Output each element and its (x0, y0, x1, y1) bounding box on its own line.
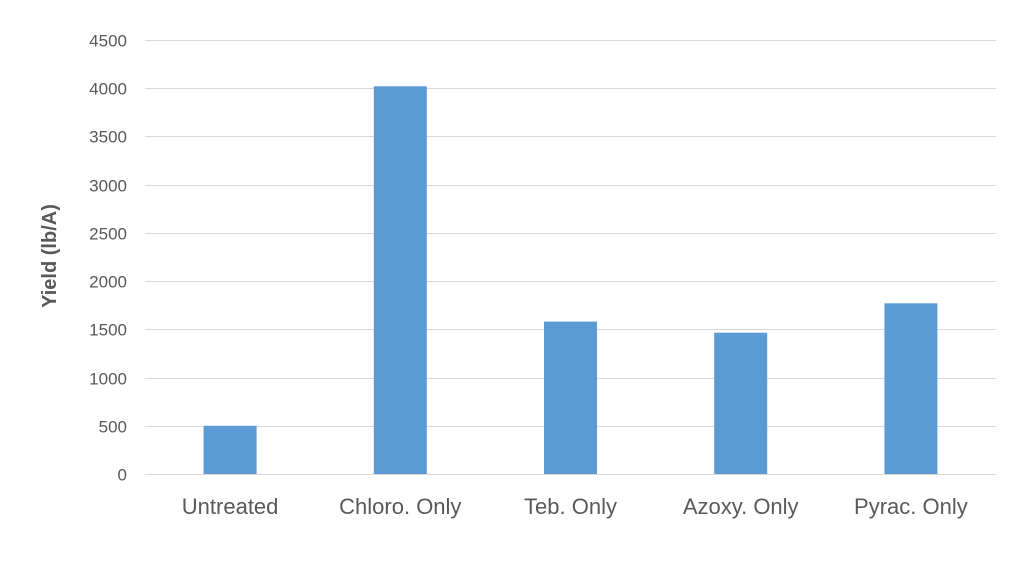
bar-pyrac-only (884, 303, 938, 474)
y-tick-label: 2000 (89, 273, 127, 292)
bar-teb-only (544, 321, 597, 474)
x-tick-label: Pyrac. Only (854, 494, 968, 519)
y-tick-label: 2500 (89, 225, 127, 244)
y-axis-label: Yield (lb/A) (39, 204, 61, 308)
bar-azoxy-only (714, 332, 768, 474)
x-axis-ticks: Untreated Chloro. Only Teb. Only Azoxy. Onl… (182, 494, 968, 519)
x-tick-label: Teb. Only (524, 494, 617, 519)
x-tick-label: Untreated (182, 494, 279, 519)
y-tick-label: 3000 (89, 177, 127, 196)
y-tick-label: 4500 (89, 32, 127, 51)
y-tick-label: 3500 (89, 128, 127, 147)
gridlines (145, 40, 996, 475)
y-tick-label: 1000 (89, 370, 127, 389)
y-tick-label: 4000 (89, 80, 127, 99)
y-axis-ticks: 0 500 1000 1500 2000 2500 3000 3500 4000 4500 (89, 32, 127, 485)
y-tick-label: 1500 (89, 321, 127, 340)
bars (203, 86, 938, 475)
y-tick-label: 0 (118, 466, 127, 485)
bar-chloro-only (373, 86, 427, 475)
x-tick-label: Chloro. Only (339, 494, 461, 519)
bar-untreated (203, 425, 257, 474)
y-tick-label: 500 (99, 418, 127, 437)
x-tick-label: Azoxy. Only (683, 494, 799, 519)
